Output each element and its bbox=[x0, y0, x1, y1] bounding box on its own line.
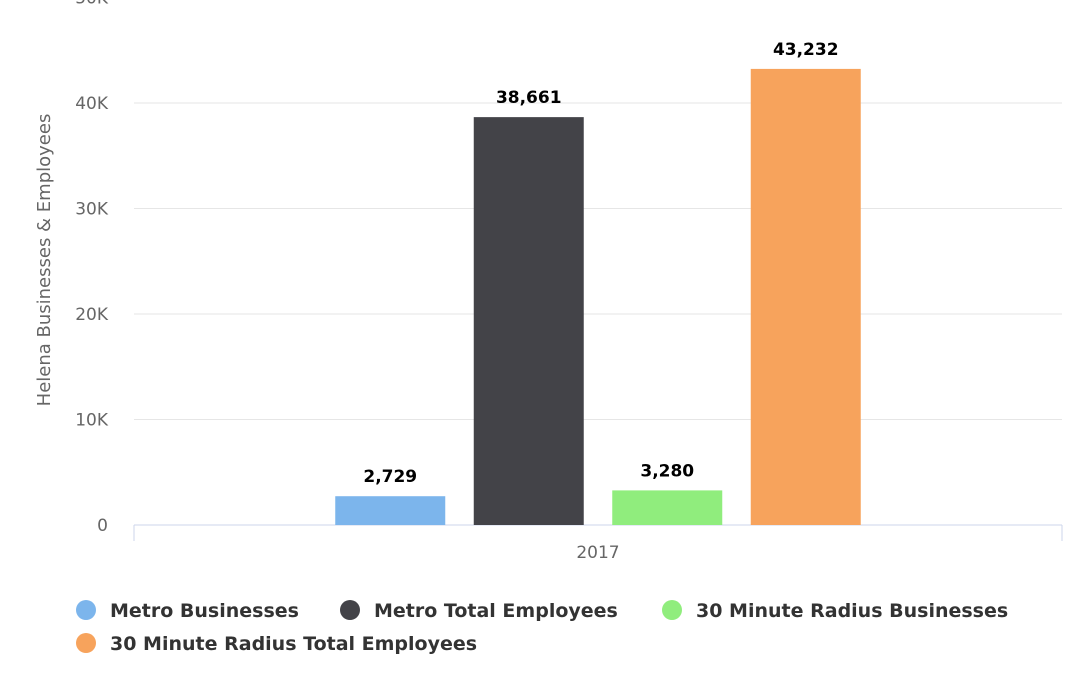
legend-marker bbox=[340, 600, 360, 620]
legend: Metro Businesses Metro Total Employees 30 … bbox=[76, 600, 1008, 655]
y-axis-ticks: 0 10K 20K 30K 40K 50K bbox=[75, 0, 109, 536]
y-tick-label: 50K bbox=[75, 0, 109, 9]
y-tick-label: 20K bbox=[75, 305, 109, 325]
legend-item[interactable]: 30 Minute Radius Total Employees bbox=[76, 633, 477, 655]
bar[interactable] bbox=[750, 68, 861, 525]
y-tick-label: 30K bbox=[75, 200, 109, 220]
data-labels: 2,729 38,661 3,280 43,232 bbox=[363, 40, 838, 487]
legend-label: Metro Total Employees bbox=[374, 600, 618, 622]
legend-item[interactable]: Metro Businesses bbox=[76, 600, 299, 622]
legend-label: 30 Minute Radius Total Employees bbox=[110, 633, 477, 655]
legend-marker bbox=[76, 633, 96, 653]
x-category-label: 2017 bbox=[576, 543, 619, 563]
bar[interactable] bbox=[473, 117, 584, 525]
legend-marker bbox=[76, 600, 96, 620]
bar[interactable] bbox=[335, 496, 446, 525]
gridlines bbox=[134, 102, 1062, 420]
data-label: 3,280 bbox=[640, 461, 694, 481]
bar[interactable] bbox=[612, 490, 723, 525]
data-label: 43,232 bbox=[773, 40, 839, 60]
legend-marker bbox=[662, 600, 682, 620]
bars bbox=[335, 68, 861, 525]
legend-label: Metro Businesses bbox=[110, 600, 299, 622]
legend-label: 30 Minute Radius Businesses bbox=[696, 600, 1008, 622]
y-tick-label: 40K bbox=[75, 94, 109, 114]
legend-item[interactable]: Metro Total Employees bbox=[340, 600, 618, 622]
y-tick-label: 10K bbox=[75, 411, 109, 431]
data-label: 38,661 bbox=[496, 88, 562, 108]
data-label: 2,729 bbox=[363, 467, 417, 487]
y-axis-title: Helena Businesses & Employees bbox=[34, 114, 55, 407]
y-tick-label: 0 bbox=[97, 516, 108, 536]
legend-item[interactable]: 30 Minute Radius Businesses bbox=[662, 600, 1008, 622]
